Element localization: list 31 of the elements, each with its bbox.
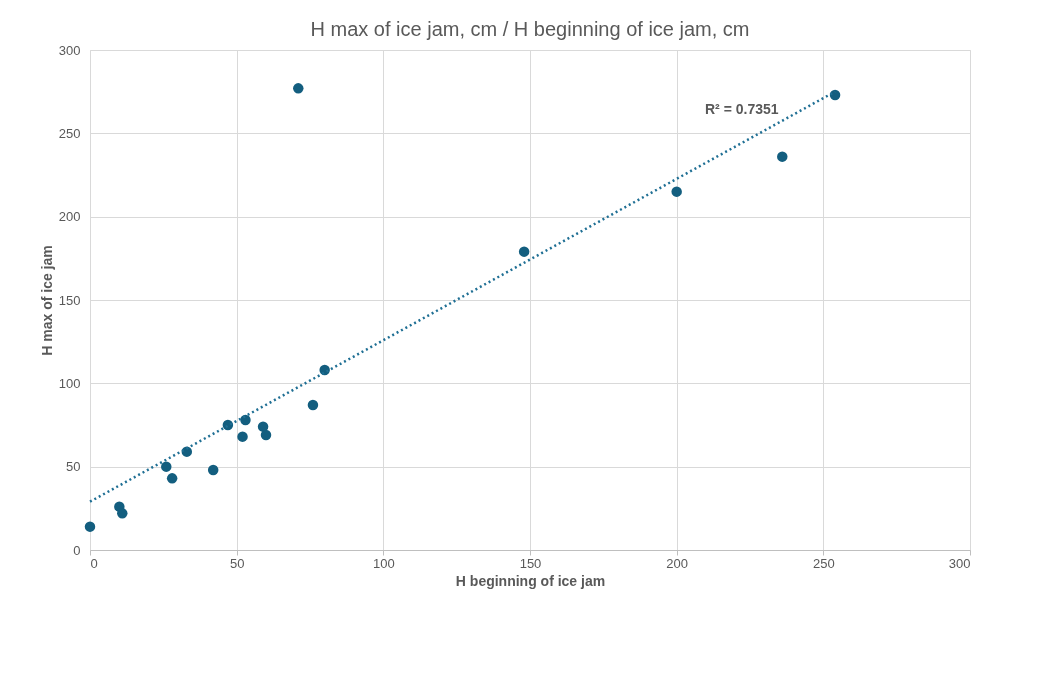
- y-tick-label: 200: [58, 209, 81, 225]
- point: [307, 399, 319, 411]
- annotation: R² = 0.7351: [705, 101, 779, 117]
- y-tick-label: 0: [73, 542, 81, 558]
- x-tick-label: 0: [90, 555, 98, 571]
- y-tick-label: 250: [58, 125, 81, 141]
- chart-title: H max of ice jam, cm / H beginning of ice jam, cm: [310, 18, 750, 40]
- point: [518, 246, 530, 257]
- x-tick-label: 300: [948, 555, 971, 571]
- y-axis-title: H max of ice jam: [38, 245, 55, 356]
- y-tick-label: 300: [58, 42, 81, 58]
- point: [777, 151, 788, 162]
- x-tick-label: 100: [372, 555, 395, 571]
- x-axis-title: H beginning of ice jam: [455, 572, 606, 589]
- x-tick-label: 50: [229, 555, 245, 571]
- y-tick-label: 150: [58, 292, 81, 308]
- x-tick-label: 200: [666, 555, 689, 571]
- point: [671, 186, 682, 197]
- point: [293, 83, 304, 94]
- point: [166, 473, 178, 484]
- point: [237, 431, 248, 442]
- x-tick-label: 250: [812, 555, 835, 571]
- point: [84, 521, 96, 532]
- point: [207, 464, 219, 476]
- point: [829, 89, 841, 101]
- point: [260, 429, 272, 441]
- point: [161, 461, 172, 472]
- point: [117, 508, 128, 519]
- y-tick-label: 50: [66, 459, 81, 475]
- x-tick-label: 150: [519, 555, 542, 571]
- y-tick-label: 100: [58, 375, 81, 391]
